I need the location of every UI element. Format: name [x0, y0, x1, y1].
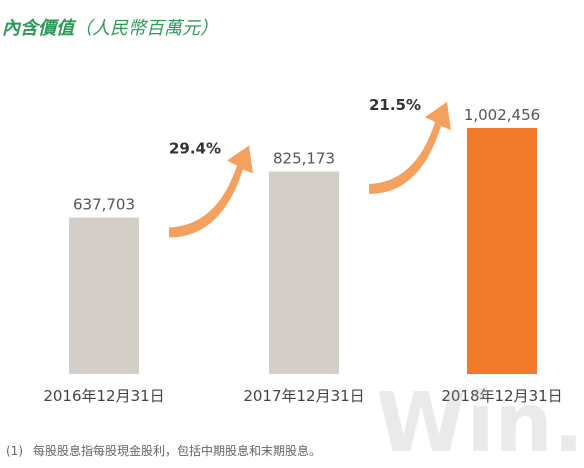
chart-title-main: 內含價值 [2, 18, 74, 39]
bar-3 [467, 128, 537, 374]
category-label-2: 2017年12月31日 [243, 387, 364, 405]
bar-1 [69, 217, 139, 374]
data-label-2: 825,173 [273, 150, 335, 168]
category-label-1: 2016年12月31日 [43, 387, 164, 405]
data-label-3: 1,002,456 [464, 106, 540, 124]
data-label-1: 637,703 [73, 196, 135, 214]
growth-arrow-2 [369, 102, 451, 194]
bar-2 [269, 171, 339, 374]
bar-chart: 637,703 2016年12月31日 825,173 2017年12月31日 1,00… [43, 96, 562, 405]
chart-title: 內含價值（人民幣百萬元） [2, 18, 218, 40]
category-label-3: 2018年12月31日 [441, 387, 562, 405]
footnote-text: 每股股息指每股現金股利，包括中期股息和末期股息。 [33, 444, 322, 458]
chart-title-unit: （人民幣百萬元） [74, 18, 218, 39]
footnote: (1) 每股股息指每股現金股利，包括中期股息和末期股息。 [6, 443, 321, 459]
growth-label-1: 29.4% [169, 140, 221, 158]
footnote-mark: (1) [6, 444, 23, 458]
growth-label-2: 21.5% [369, 96, 421, 114]
growth-arrow-1 [169, 145, 253, 238]
